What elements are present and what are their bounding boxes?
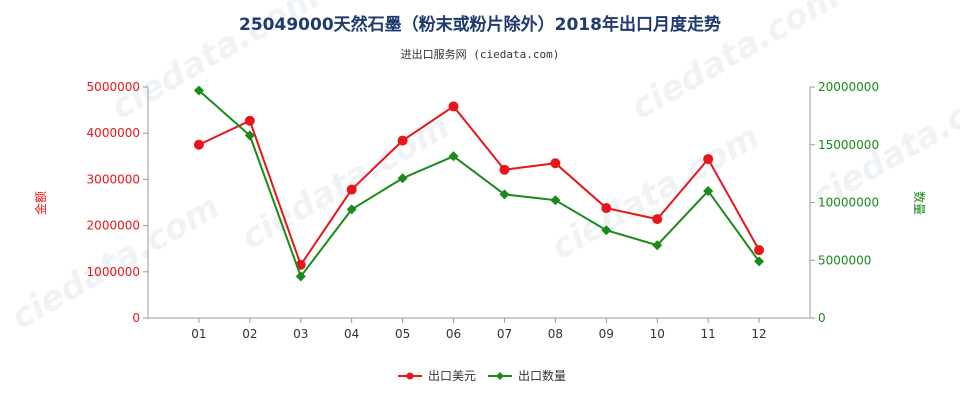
data-point xyxy=(703,185,714,196)
chart-subtitle: 进出口服务网 (ciedata.com) xyxy=(401,47,560,61)
y-left-tick-label: 1000000 xyxy=(87,265,140,279)
data-point xyxy=(703,154,714,165)
data-point xyxy=(346,204,357,215)
data-point xyxy=(448,151,459,162)
x-tick-label: 04 xyxy=(344,327,359,341)
data-point xyxy=(397,173,408,184)
data-point xyxy=(448,101,459,112)
data-point xyxy=(550,158,561,169)
y-left-axis-title: 金额 xyxy=(33,191,48,215)
data-point xyxy=(601,203,612,214)
x-tick-label: 03 xyxy=(293,327,308,341)
y-right-tick-label: 20000000 xyxy=(818,80,879,94)
y-left-tick-label: 4000000 xyxy=(87,126,140,140)
y-left-tick-label: 2000000 xyxy=(87,219,140,233)
legend-label: 出口美元 xyxy=(428,369,476,383)
legend-item-2[interactable]: 出口数量 xyxy=(488,368,566,383)
y-right-tick-label: 10000000 xyxy=(818,196,879,210)
watermark-text: ciedata.com xyxy=(235,107,457,258)
data-point xyxy=(550,195,561,206)
y-left-tick-label: 3000000 xyxy=(87,172,140,186)
x-tick-label: 02 xyxy=(242,327,257,341)
y-left-tick-label: 0 xyxy=(132,311,140,325)
series-line xyxy=(198,89,760,279)
y-right-tick-label: 15000000 xyxy=(818,138,879,152)
series-1 xyxy=(193,101,765,270)
data-point xyxy=(244,115,255,126)
x-tick-label: 10 xyxy=(650,327,665,341)
data-point xyxy=(754,245,765,256)
x-tick-label: 07 xyxy=(497,327,512,341)
y-left-tick-label: 5000000 xyxy=(87,80,140,94)
legend-marker xyxy=(496,372,504,380)
series-2 xyxy=(193,85,765,282)
x-tick-label: 09 xyxy=(599,327,614,341)
axes: 0100000020000003000000400000050000000500… xyxy=(33,80,927,341)
data-point xyxy=(601,225,612,236)
data-point xyxy=(346,184,357,195)
y-right-tick-label: 0 xyxy=(818,311,826,325)
x-tick-label: 11 xyxy=(701,327,716,341)
x-tick-label: 05 xyxy=(395,327,410,341)
legend-item-1[interactable]: 出口美元 xyxy=(398,369,476,383)
legend-label: 出口数量 xyxy=(518,368,566,383)
chart-title: 25049000天然石墨（粉末或粉片除外）2018年出口月度走势 xyxy=(239,14,721,35)
legend-marker xyxy=(406,372,414,380)
data-point xyxy=(754,256,765,267)
data-point xyxy=(652,240,663,251)
data-point xyxy=(244,130,255,141)
x-tick-label: 01 xyxy=(191,327,206,341)
data-point xyxy=(499,164,510,175)
legend[interactable]: 出口美元 出口数量 xyxy=(398,368,566,383)
y-right-tick-label: 5000000 xyxy=(818,253,871,267)
x-tick-label: 08 xyxy=(548,327,563,341)
data-point xyxy=(499,189,510,200)
data-point xyxy=(193,139,204,150)
data-point xyxy=(397,135,408,146)
data-point xyxy=(193,85,204,96)
series-line xyxy=(198,105,760,268)
y-right-axis-title: 数量 xyxy=(912,191,927,215)
data-point xyxy=(652,214,663,225)
data-point xyxy=(295,271,306,282)
x-tick-label: 06 xyxy=(446,327,461,341)
series-layer xyxy=(193,85,765,282)
x-tick-label: 12 xyxy=(751,327,766,341)
